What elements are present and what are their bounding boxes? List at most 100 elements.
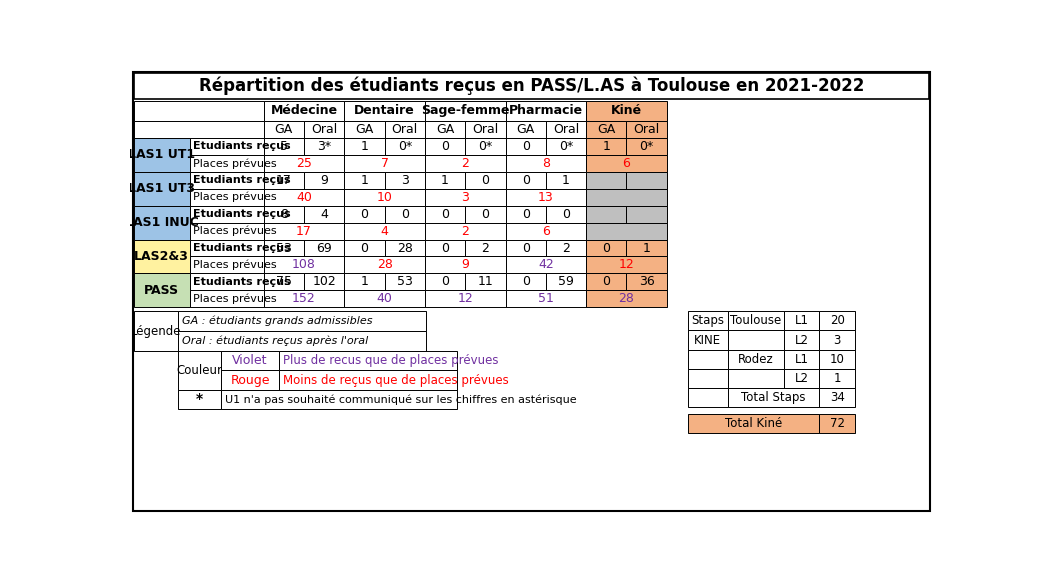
Bar (425, 155, 505, 172)
Text: 0: 0 (522, 140, 530, 153)
Text: 11: 11 (477, 275, 494, 288)
Bar (505, 172, 545, 188)
Text: 1: 1 (602, 140, 610, 153)
Bar (221, 390, 457, 409)
Text: LAS1 UT3: LAS1 UT3 (129, 182, 195, 195)
Text: GA: GA (356, 123, 373, 136)
Text: 40: 40 (296, 191, 312, 203)
Text: 75: 75 (276, 275, 291, 288)
Bar (505, 121, 545, 138)
Text: L2: L2 (794, 334, 809, 347)
Bar (545, 206, 586, 223)
Text: Oral: Oral (311, 123, 337, 136)
Bar (586, 206, 626, 223)
Text: Etudiants reçus: Etudiants reçus (193, 209, 290, 219)
Text: 0*: 0* (559, 140, 573, 153)
Bar (626, 206, 667, 223)
Bar (425, 206, 466, 223)
Bar (505, 155, 586, 172)
Text: 3: 3 (834, 334, 841, 347)
Text: 3*: 3* (317, 140, 331, 153)
Bar (190, 206, 263, 223)
Text: 10: 10 (376, 191, 393, 203)
Text: 17: 17 (296, 225, 312, 238)
Bar (304, 239, 344, 257)
Text: 0: 0 (361, 242, 368, 254)
Bar (263, 101, 344, 121)
Bar (819, 388, 856, 407)
Text: Etudiants reçus: Etudiants reçus (193, 175, 290, 185)
Bar (263, 223, 344, 239)
Bar (263, 273, 304, 290)
Bar (505, 273, 545, 290)
Text: 34: 34 (830, 391, 845, 404)
Bar (466, 138, 505, 155)
Bar (688, 331, 728, 350)
Bar (688, 311, 728, 331)
Bar (505, 206, 545, 223)
Bar (425, 172, 466, 188)
Bar (586, 172, 626, 188)
Bar (134, 311, 178, 351)
Bar (134, 172, 190, 206)
Bar (626, 121, 667, 138)
Bar (304, 206, 344, 223)
Bar (221, 351, 279, 370)
Bar (728, 311, 784, 331)
Text: Etudiants reçus: Etudiants reçus (193, 277, 290, 287)
Text: 17: 17 (276, 174, 291, 187)
Bar (626, 138, 667, 155)
Bar (688, 413, 819, 433)
Text: Total Staps: Total Staps (741, 391, 806, 404)
Text: 1: 1 (834, 372, 841, 385)
Text: Moins de reçus que de places prévues: Moins de reçus que de places prévues (283, 373, 509, 387)
Bar (545, 138, 586, 155)
Bar (626, 172, 667, 188)
Bar (344, 155, 425, 172)
Text: 51: 51 (538, 292, 554, 305)
Text: Oral: Oral (634, 123, 660, 136)
Text: 2: 2 (481, 242, 489, 254)
Text: 59: 59 (558, 275, 573, 288)
Bar (819, 413, 856, 433)
Text: 53: 53 (397, 275, 413, 288)
Text: Oral : étudiants reçus après l'oral: Oral : étudiants reçus après l'oral (183, 336, 368, 346)
Bar (819, 311, 856, 331)
Text: 0: 0 (481, 208, 489, 221)
Bar (304, 121, 344, 138)
Text: Places prévues: Places prévues (193, 158, 277, 169)
Bar (263, 155, 344, 172)
Text: 2: 2 (562, 242, 570, 254)
Bar (688, 388, 728, 407)
Bar (190, 290, 263, 307)
Bar (728, 388, 819, 407)
Bar (586, 188, 667, 206)
Text: LAS1 INUC: LAS1 INUC (124, 216, 199, 229)
Bar (425, 188, 505, 206)
Bar (134, 73, 929, 99)
Text: 4: 4 (381, 225, 389, 238)
Bar (178, 331, 426, 351)
Bar (344, 290, 425, 307)
Bar (263, 188, 344, 206)
Text: *: * (196, 392, 203, 406)
Bar (385, 172, 425, 188)
Bar (784, 311, 819, 331)
Text: 6: 6 (542, 225, 550, 238)
Text: Etudiants reçus: Etudiants reçus (193, 142, 290, 151)
Bar (134, 121, 263, 138)
Bar (505, 257, 586, 273)
Bar (190, 257, 263, 273)
Text: 3: 3 (401, 174, 409, 187)
Text: Dentaire: Dentaire (355, 105, 415, 117)
Text: L1: L1 (794, 314, 809, 327)
Text: 8: 8 (541, 157, 550, 170)
Text: Pharmacie: Pharmacie (509, 105, 583, 117)
Bar (819, 350, 856, 369)
Text: 1: 1 (562, 174, 570, 187)
Bar (263, 138, 304, 155)
Text: 108: 108 (292, 258, 316, 272)
Bar (586, 223, 667, 239)
Text: 0: 0 (602, 242, 610, 254)
Bar (505, 239, 545, 257)
